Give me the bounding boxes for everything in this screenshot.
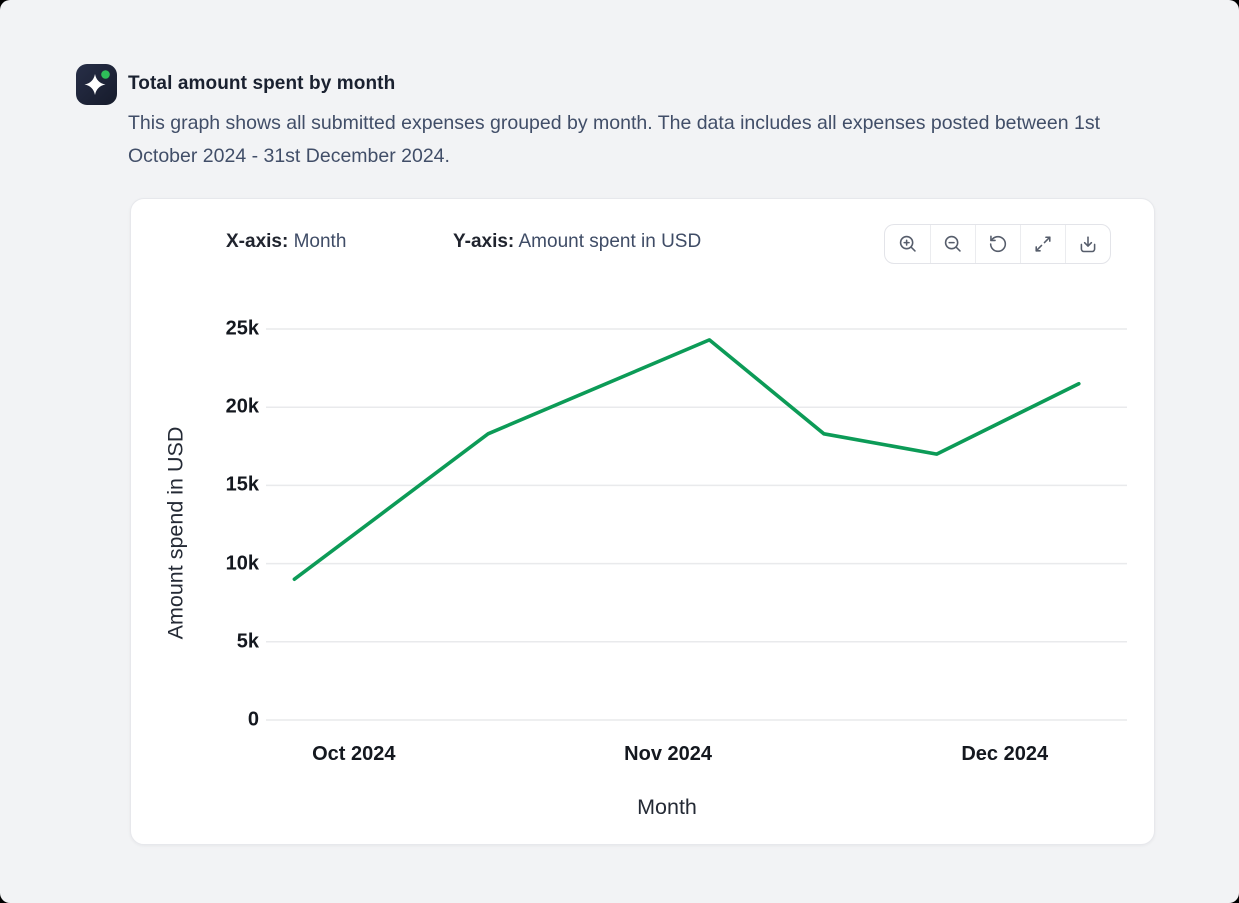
y-tick-label: 20k: [225, 395, 259, 418]
y-tick-label: 15k: [225, 473, 259, 496]
status-dot: [101, 70, 110, 79]
x-axis-info-label: X-axis:: [226, 231, 289, 252]
x-axis-title: Month: [637, 795, 697, 819]
chart-toolbar: [884, 224, 1111, 264]
chart-card: X-axis: Month Y-axis: Amount spent in US…: [130, 198, 1155, 845]
reset-button[interactable]: [975, 225, 1020, 263]
zoom-in-button[interactable]: [885, 225, 930, 263]
y-tick-label: 0: [247, 708, 259, 731]
zoom-out-button[interactable]: [930, 225, 975, 263]
y-axis-info: Y-axis: Amount spent in USD: [453, 231, 701, 255]
y-axis-info-value: Amount spent in USD: [518, 231, 702, 252]
y-tick-label: 5k: [236, 630, 259, 653]
download-icon: [1080, 236, 1096, 253]
zoom-in-icon: [899, 235, 916, 252]
page-title: Total amount spent by month: [128, 73, 396, 94]
expand-icon: [1035, 236, 1051, 252]
x-axis-info-value: Month: [293, 231, 347, 252]
x-axis-tick-labels: Oct 2024 Nov 2024 Dec 2024: [266, 743, 1127, 769]
y-axis-tick-labels: 0 5k 10k 15k 20k 25k: [131, 318, 259, 731]
app-logo: [76, 64, 117, 105]
x-tick-label: Nov 2024: [624, 743, 712, 765]
download-button[interactable]: [1065, 225, 1110, 263]
reset-icon: [989, 235, 1007, 253]
x-tick-label: Oct 2024: [312, 743, 396, 765]
y-tick-label: 25k: [225, 317, 259, 340]
page-description: This graph shows all submitted expenses …: [128, 112, 1100, 167]
zoom-out-icon: [944, 235, 961, 252]
sparkle-icon: [84, 70, 110, 95]
line-chart: [266, 328, 1127, 721]
expand-button[interactable]: [1020, 225, 1065, 263]
series-line: [292, 338, 1081, 581]
plot-area[interactable]: [266, 328, 1127, 721]
x-tick-label: Dec 2024: [961, 743, 1049, 765]
y-axis-info-label: Y-axis:: [453, 231, 515, 252]
x-axis-info: X-axis: Month: [226, 231, 346, 255]
y-tick-label: 10k: [225, 552, 259, 575]
